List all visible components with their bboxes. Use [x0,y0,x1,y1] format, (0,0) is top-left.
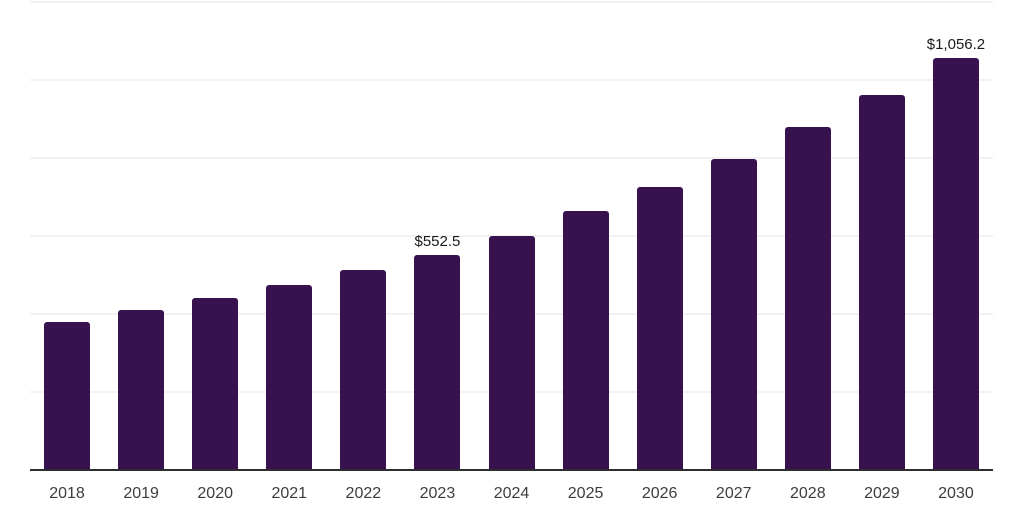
value-label-2023: $552.5 [414,232,461,250]
bar-2020 [192,297,239,470]
x-tick-2026: 2026 [641,485,678,502]
x-tick-2028: 2028 [790,485,826,502]
x-tick-2018: 2018 [49,485,85,502]
plot-area: 2018 2019 2020 2021 2022 $552.5 2023 2024 2025 20… [30,0,993,512]
x-tick-2022: 2022 [345,485,382,502]
bar-2025 [562,211,609,470]
x-tick-2024: 2024 [493,485,530,502]
bar-2029 [858,94,905,470]
gridline-800 [30,157,993,159]
x-tick-2029: 2029 [864,485,900,502]
bar-2022 [340,269,387,470]
x-axis-line [30,469,993,471]
bar-2027 [710,159,757,470]
x-tick-2019: 2019 [123,485,159,502]
bar-2018 [44,321,91,470]
x-tick-2027: 2027 [715,485,752,502]
gridline-1200 [30,1,993,3]
x-tick-2030: 2030 [938,485,974,502]
x-tick-2025: 2025 [567,485,604,502]
bar-2026 [636,187,683,470]
x-tick-2021: 2021 [271,485,308,502]
bar-2021 [266,284,313,470]
bar-2024 [488,235,535,470]
x-tick-2023: 2023 [419,485,456,502]
bar-2019 [118,310,165,470]
bar-2023 [414,254,461,470]
x-tick-2020: 2020 [197,485,233,502]
bar-2030 [932,58,979,470]
value-label-2030: $1,056.2 [926,36,986,54]
bar-2028 [784,126,831,470]
gridline-1000 [30,79,993,81]
